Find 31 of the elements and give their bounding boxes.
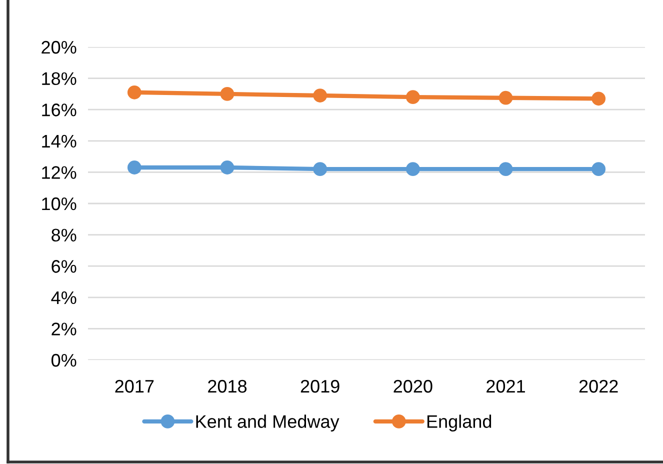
y-tick-label: 12% [42,166,76,179]
legend-label: England [427,414,492,432]
x-tick-label: 2018 [208,380,247,393]
point [127,160,142,174]
point [406,90,420,104]
y-tick-label: 6% [52,260,76,273]
point [592,92,606,106]
point [406,162,420,176]
point [127,85,142,100]
point [220,160,234,174]
point [498,162,513,176]
x-tick-label: 2019 [300,380,340,393]
y-tick-label: 2% [52,322,76,336]
point [592,162,606,176]
y-tick-label: 16% [42,104,76,116]
point [313,88,328,102]
y-tick-label: 0% [52,354,76,367]
x-tick-label: 2021 [486,380,525,393]
y-tick-label: 4% [51,291,76,304]
y-tick-label: 10% [42,197,76,210]
point [220,87,234,101]
y-tick-label: 20% [42,40,76,54]
y-tick-label: 18% [42,72,76,86]
x-tick-label: 2022 [579,380,618,393]
y-tick-label: 14% [42,134,76,148]
x-tick-label: 2020 [394,380,432,393]
point [313,162,328,176]
legend-label: Kent and Medway [196,414,340,432]
y-tick-label: 8% [52,228,76,242]
point [498,90,513,105]
x-tick-label: 2017 [115,380,154,393]
